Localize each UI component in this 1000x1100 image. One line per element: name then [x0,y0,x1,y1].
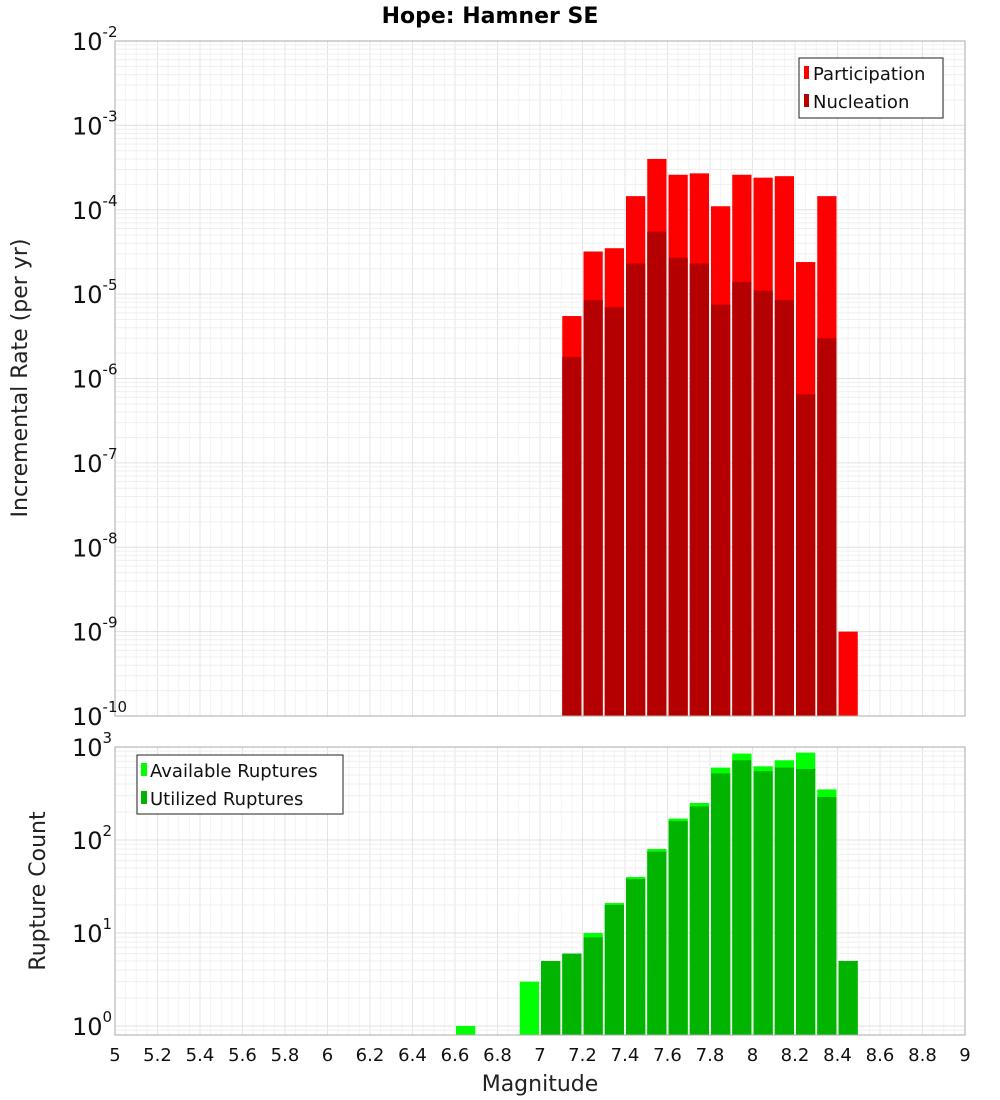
count-bar-b [796,769,816,1035]
legend-label-participation: Participation [813,64,925,85]
y-tick-label: 10-2 [72,23,118,56]
rate-bar-b [604,307,624,716]
x-tick-label: 5.6 [228,1045,257,1066]
rate-plot-bars [562,158,858,717]
rate-plot-frame [114,40,966,717]
rate-bar-b [689,263,709,716]
rate-bar-b [647,231,667,716]
rate-bar-b [583,300,603,716]
rate-bar-b [626,263,646,716]
count-plot-frame [114,746,966,1036]
count-plot-y-ticks: 100 101 102 103 [72,729,112,1041]
y-tick-label: 10-4 [72,192,118,225]
x-tick-label: 7 [534,1045,545,1066]
x-tick-label: 5 [109,1045,120,1066]
y-tick-label: 10-5 [72,276,118,309]
count-plot-bars [456,752,858,1035]
x-tick-label: 6.2 [356,1045,385,1066]
count-bar-b [583,937,603,1035]
count-plot-y-axis-title: Rupture Count [26,811,51,971]
rate-plot-y-axis-title: Incremental Rate (per yr) [8,239,33,518]
x-tick-label: 6.6 [441,1045,470,1066]
x-tick-label: 7.4 [611,1045,640,1066]
x-tick-label: 8.4 [823,1045,852,1066]
legend-label-utilized: Utilized Ruptures [150,789,303,810]
y-tick-label: 10-7 [72,445,118,478]
y-tick-label: 10-9 [72,614,118,647]
x-axis-title: Magnitude [482,1072,599,1097]
x-tick-label: 8.2 [781,1045,810,1066]
y-tick-label: 10-6 [72,361,118,394]
rate-bar-b [668,257,688,716]
legend-swatch-participation [804,66,809,79]
x-tick-label: 5.2 [143,1045,172,1066]
x-tick-label: 7.2 [568,1045,597,1066]
y-tick-label: 10-3 [72,107,118,140]
count-plot-legend: Available Ruptures Utilized Ruptures [136,754,344,815]
rate-bar-a [838,631,858,716]
count-bar-b [668,821,688,1035]
legend-label-available: Available Ruptures [150,761,318,782]
rate-plot: 10-10 10-9 10-8 10-7 10-6 10-5 10-4 10-3 10-2 In… [8,23,966,731]
chart-title: Hope: Hamner SE [382,4,599,29]
rate-bar-b [562,356,582,716]
count-bar-b [647,851,667,1035]
count-bar-a [519,981,539,1035]
x-tick-label: 7.6 [653,1045,682,1066]
rate-bar-b [817,338,837,716]
x-tick-label: 9 [959,1045,970,1066]
legend-label-nucleation: Nucleation [813,92,909,113]
rate-bar-b [711,304,731,716]
rate-bar-b [732,281,752,716]
legend-swatch-available [141,763,147,776]
rate-plot-y-ticks: 10-10 10-9 10-8 10-7 10-6 10-5 10-4 10-3 10-2 [72,23,127,731]
count-bar-b [711,773,731,1035]
y-tick-label: 103 [72,729,112,762]
x-tick-label: 6 [322,1045,333,1066]
x-tick-label: 5.8 [271,1045,300,1066]
count-bar-b [838,960,858,1035]
count-bar-b [689,806,709,1035]
legend-swatch-nucleation [804,94,809,107]
count-bar-b [604,904,624,1035]
y-tick-label: 101 [72,915,112,948]
count-plot-x-ticks: 5 5.2 5.4 5.6 5.8 6 6.2 6.4 6.6 6.8 7 7.2 7.4 7.6 7.8 8… [109,1045,970,1066]
count-bar-a [456,1025,476,1035]
count-legend-box [136,754,344,815]
rate-bar-b [753,290,773,716]
count-bar-b [562,953,582,1035]
x-tick-label: 8.8 [908,1045,937,1066]
rate-bar-b [796,394,816,716]
count-bar-b [753,771,773,1035]
count-plot: 100 101 102 103 5 5.2 5.4 5.6 5.8 6 6.2 6.4 6.6 6.8 7… [26,729,971,1097]
x-tick-label: 5.4 [186,1045,215,1066]
rate-legend-box [798,57,944,119]
x-tick-label: 8 [747,1045,758,1066]
x-tick-label: 8.6 [866,1045,895,1066]
y-tick-label: 102 [72,822,112,855]
rate-plot-grid [114,40,966,717]
y-tick-label: 10-8 [72,529,118,562]
legend-swatch-utilized [141,791,147,804]
x-tick-label: 6.8 [483,1045,512,1066]
count-bar-b [626,879,646,1035]
count-bar-b [541,960,561,1035]
y-tick-label: 10-10 [72,698,127,731]
x-tick-label: 6.4 [398,1045,427,1066]
rate-plot-legend: Participation Nucleation [798,57,944,119]
x-tick-label: 7.8 [696,1045,725,1066]
count-bar-b [774,767,794,1035]
rate-bar-b [774,300,794,716]
count-bar-b [817,796,837,1035]
count-bar-b [732,760,752,1035]
y-tick-label: 100 [72,1008,112,1041]
